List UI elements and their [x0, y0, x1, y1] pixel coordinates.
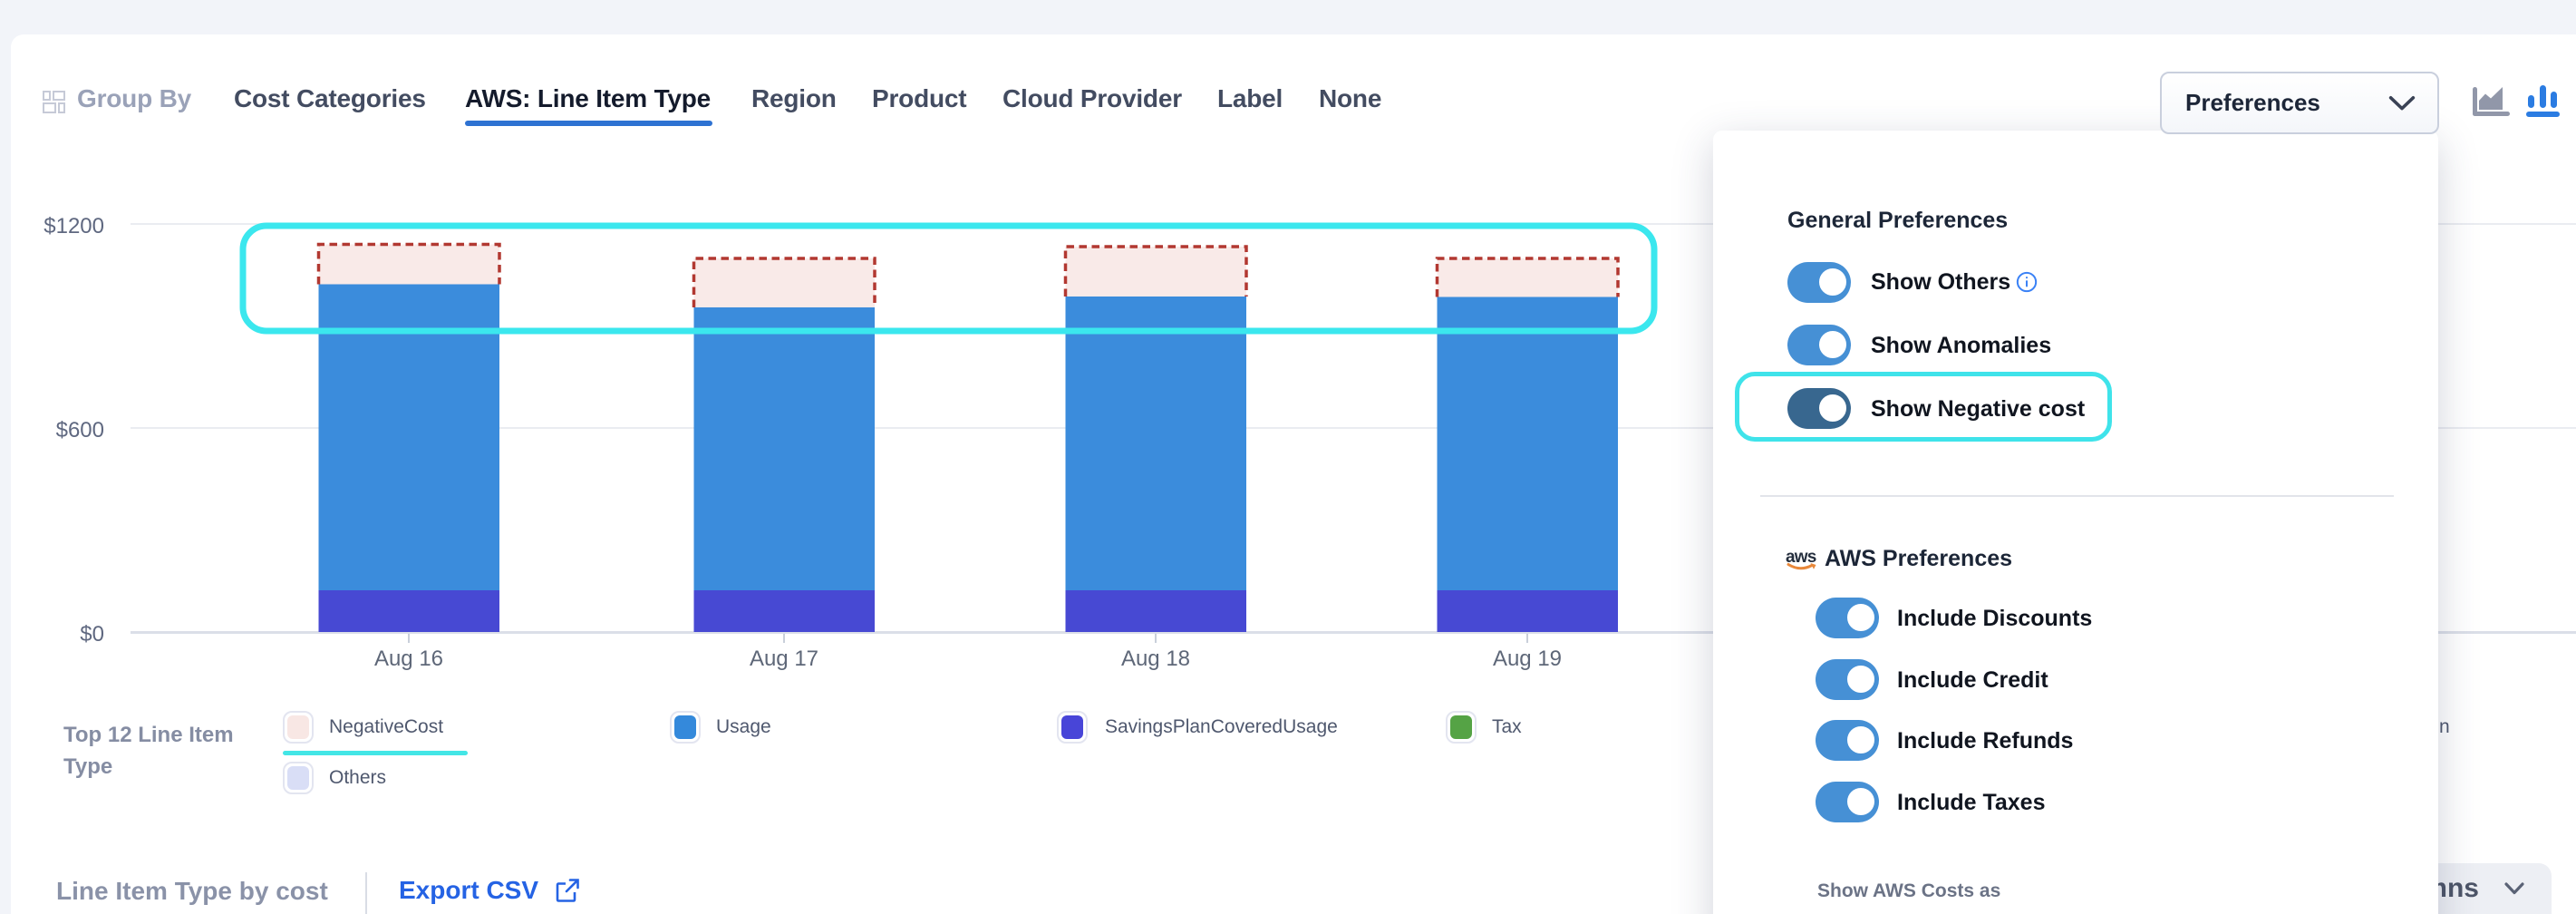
svg-text:$1200: $1200 — [44, 214, 104, 238]
svg-text:Aug 19: Aug 19 — [1493, 647, 1562, 671]
svg-text:aws: aws — [1786, 549, 1816, 567]
svg-text:Aug 17: Aug 17 — [750, 647, 818, 671]
svg-text:Aug 18: Aug 18 — [1121, 647, 1190, 671]
svg-text:$0: $0 — [80, 622, 104, 647]
svg-text:Aug 16: Aug 16 — [374, 647, 443, 671]
svg-text:$600: $600 — [56, 418, 104, 442]
